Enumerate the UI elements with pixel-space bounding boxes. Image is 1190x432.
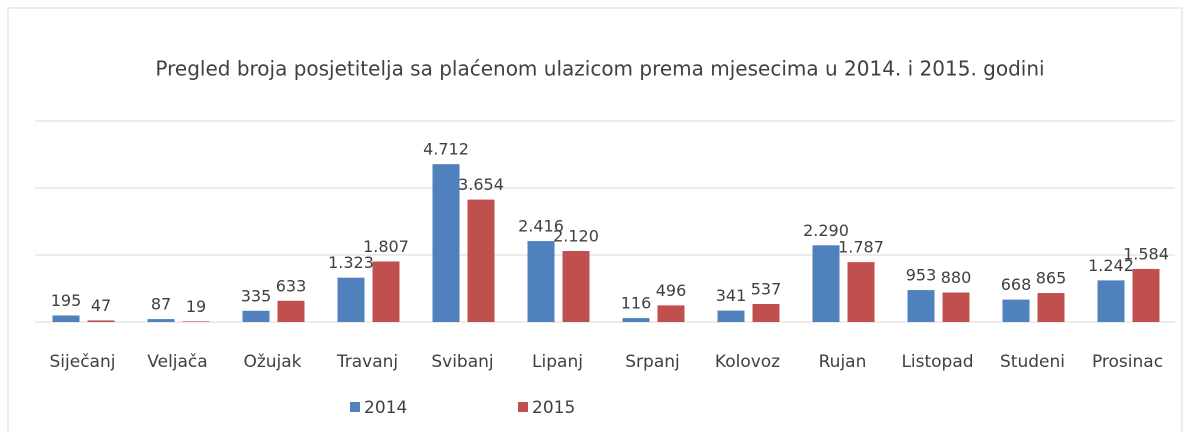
data-label: 335	[241, 286, 272, 305]
bar	[147, 319, 175, 322]
x-tick-label: Rujan	[819, 352, 867, 372]
bar	[87, 320, 115, 322]
bar	[182, 321, 210, 322]
data-label: 1.242	[1088, 256, 1134, 275]
bar	[52, 315, 80, 322]
bar	[432, 164, 460, 322]
data-label: 1.807	[363, 237, 409, 256]
data-label: 47	[91, 296, 111, 315]
data-label: 3.654	[458, 175, 504, 194]
data-label: 865	[1036, 269, 1067, 288]
data-label: 496	[656, 281, 687, 300]
data-label: 880	[941, 268, 972, 287]
x-tick-label: Studeni	[1000, 352, 1065, 372]
x-tick-label: Veljača	[147, 352, 207, 372]
legend-swatch	[350, 402, 360, 412]
x-tick-label: Lipanj	[532, 352, 583, 372]
legend-label: 2014	[364, 398, 407, 418]
bar	[1132, 268, 1160, 322]
data-label: 4.712	[423, 140, 469, 159]
bar	[752, 304, 780, 322]
bar	[372, 261, 400, 322]
bar	[622, 318, 650, 322]
bar	[1097, 280, 1125, 322]
bar	[337, 277, 365, 322]
bar	[242, 310, 270, 322]
data-label: 953	[906, 266, 937, 285]
chart-frame	[7, 7, 1183, 432]
bar	[657, 305, 685, 322]
legend-label: 2015	[532, 398, 575, 418]
data-label: 633	[276, 276, 307, 295]
bar	[527, 241, 555, 322]
data-label: 341	[716, 286, 747, 305]
bar	[277, 300, 305, 322]
data-label: 2.290	[803, 221, 849, 240]
bar	[942, 292, 970, 322]
legend-swatch	[518, 402, 528, 412]
data-label: 2.120	[553, 226, 599, 245]
data-label: 2.416	[518, 217, 564, 236]
data-label: 1.584	[1123, 244, 1169, 263]
data-label: 195	[51, 291, 82, 310]
bar	[467, 199, 495, 322]
x-tick-label: Ožujak	[243, 352, 301, 372]
data-label: 537	[751, 280, 782, 299]
x-tick-label: Siječanj	[50, 352, 116, 372]
x-tick-label: Srpanj	[625, 352, 680, 372]
bar	[847, 262, 875, 322]
bar	[907, 290, 935, 322]
x-tick-label: Listopad	[901, 352, 973, 372]
data-label: 1.787	[838, 238, 884, 257]
x-tick-label: Kolovoz	[715, 352, 780, 372]
data-label: 1.323	[328, 253, 374, 272]
data-label: 116	[621, 294, 652, 313]
bar	[562, 250, 590, 322]
bar	[717, 310, 745, 322]
bar	[1037, 293, 1065, 322]
x-tick-label: Travanj	[336, 352, 398, 372]
data-label: 87	[151, 295, 171, 314]
chart-title: Pregled broja posjetitelja sa plaćenom u…	[155, 57, 1044, 81]
x-tick-label: Prosinac	[1092, 352, 1163, 372]
data-label: 19	[186, 297, 206, 316]
data-label: 668	[1001, 275, 1032, 294]
bar	[1002, 299, 1030, 322]
x-tick-label: Svibanj	[431, 352, 493, 372]
bar	[812, 245, 840, 322]
